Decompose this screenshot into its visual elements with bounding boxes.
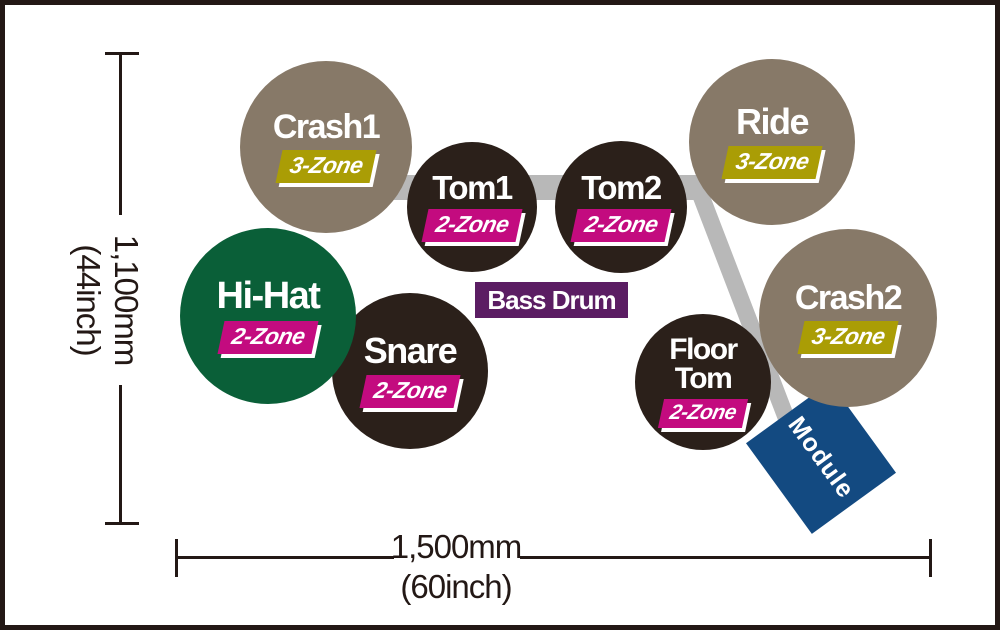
pad-snare-zone-badge: 2-Zone [359, 374, 461, 408]
pad-crash1-label: Crash1 [272, 108, 381, 147]
pad-tom2-label: Tom2 [581, 168, 662, 206]
width-dim-value: 1,500mm [390, 528, 523, 565]
pad-snare-label: Snare [363, 330, 458, 372]
pad-crash2-zone-badge: 3-Zone [797, 320, 899, 354]
pad-hihat-zone-badge: 2-Zone [217, 320, 319, 354]
pad-tom1-label: Tom1 [432, 168, 513, 206]
height-dim-cap-bottom [105, 522, 139, 525]
height-dim-line-top [119, 52, 122, 215]
height-dim-cap-top [105, 52, 139, 55]
pad-crash2: Crash2 3-Zone [759, 229, 937, 407]
height-dim-inches: (44inch) [70, 244, 107, 356]
width-dim-line-left [176, 556, 394, 559]
pad-floortom: Floor Tom 2-Zone [635, 314, 771, 450]
pad-tom1: Tom1 2-Zone [407, 142, 537, 272]
height-dim-line-bottom [119, 385, 122, 524]
sound-module: Module [746, 382, 896, 534]
width-dim-cap-right [929, 539, 932, 577]
height-dim-value: 1,100mm [108, 234, 145, 366]
pad-tom2-zone-badge: 2-Zone [570, 209, 672, 243]
pad-hihat-label: Hi-Hat [216, 275, 321, 318]
bass-drum-text: Bass Drum [487, 284, 616, 315]
pad-ride-label: Ride [735, 101, 810, 143]
height-dim-label: 1,100mm (44inch) [65, 215, 145, 385]
bass-drum-label: Bass Drum [475, 282, 628, 318]
pad-hihat: Hi-Hat 2-Zone [180, 228, 356, 404]
pad-floortom-zone-badge: 2-Zone [657, 399, 749, 428]
module-text: Module [782, 411, 861, 504]
pad-floortom-label: Floor Tom [669, 333, 738, 395]
width-dim-line-right [520, 556, 932, 559]
pad-crash1-zone-badge: 3-Zone [275, 149, 377, 183]
pad-snare: Snare 2-Zone [332, 293, 488, 449]
pad-tom1-zone-badge: 2-Zone [421, 209, 523, 243]
pad-tom2: Tom2 2-Zone [555, 141, 687, 273]
pad-ride-zone-badge: 3-Zone [721, 145, 823, 179]
pad-crash2-label: Crash2 [794, 279, 903, 318]
pad-crash1: Crash1 3-Zone [240, 61, 412, 233]
width-dim-inches: (60inch) [400, 568, 512, 605]
width-dim-label: 1,500mm (60inch) [346, 527, 566, 607]
pad-ride: Ride 3-Zone [689, 59, 855, 225]
